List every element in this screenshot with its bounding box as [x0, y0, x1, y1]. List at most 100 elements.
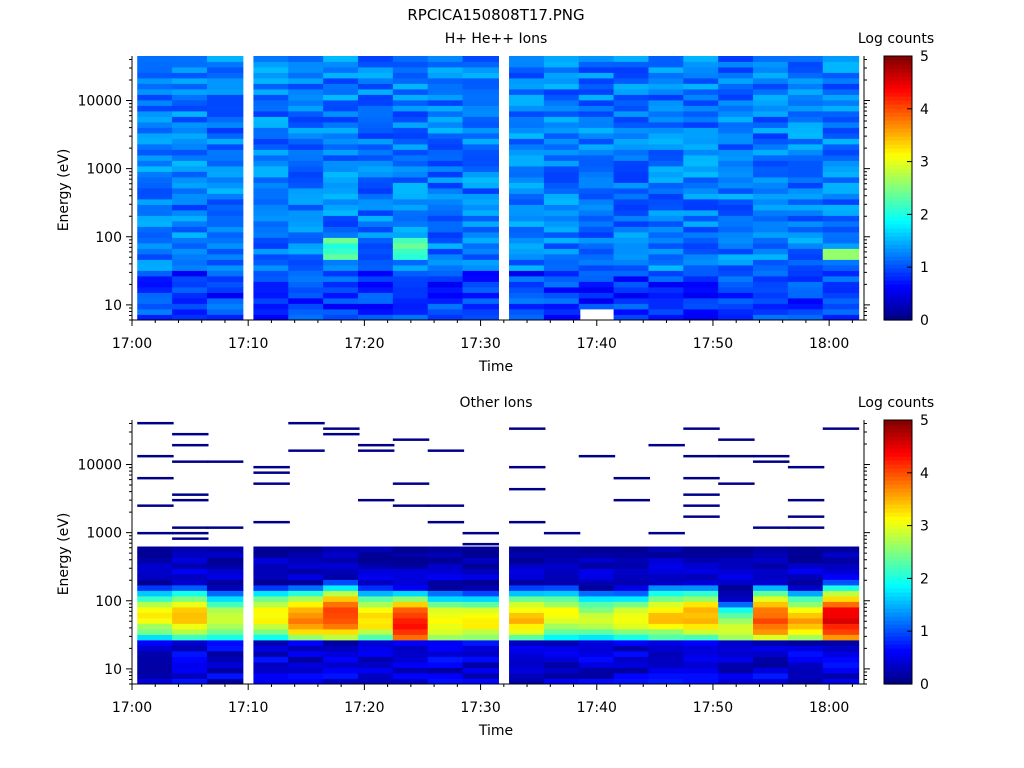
heatmap-cell [462, 138, 499, 145]
heatmap-cell [683, 193, 720, 200]
heatmap-cell [462, 105, 499, 112]
heatmap-cell [509, 94, 546, 101]
heatmap-cell [206, 67, 244, 73]
colorbar-segment [884, 308, 912, 313]
heatmap-cell [822, 623, 860, 630]
heatmap-cell [427, 579, 465, 586]
heatmap-cell [323, 281, 360, 288]
heatmap-cell [787, 662, 825, 668]
heatmap-cell [683, 171, 720, 178]
heatmap-cell [787, 204, 825, 211]
heatmap-cell [288, 662, 325, 668]
heatmap-cell [613, 94, 651, 101]
heatmap-cell [683, 454, 720, 458]
heatmap-cell [253, 585, 290, 591]
heatmap-cell [543, 314, 581, 321]
heatmap-cell [718, 232, 755, 238]
heatmap-cell [753, 454, 790, 458]
heatmap-cell [357, 276, 395, 282]
heatmap-cell [578, 607, 616, 613]
heatmap-cell [172, 67, 209, 73]
heatmap-cell [288, 243, 325, 249]
heatmap-cell [357, 662, 395, 668]
heatmap-cell [718, 673, 755, 679]
heatmap-cell [718, 601, 755, 608]
heatmap-cell [509, 427, 546, 430]
heatmap-cell [787, 314, 825, 321]
heatmap-cell [137, 100, 174, 106]
heatmap-cell [822, 61, 860, 68]
heatmap-cell [253, 645, 290, 652]
heatmap-cell [578, 199, 616, 205]
heatmap-cell [253, 67, 290, 73]
heatmap-cell [648, 56, 685, 62]
heatmap-cell [543, 171, 581, 178]
heatmap-cell [718, 133, 755, 139]
heatmap-cell [137, 623, 174, 630]
heatmap-cell [206, 232, 244, 238]
heatmap-cell [137, 177, 174, 183]
heatmap-cell [323, 67, 360, 73]
heatmap-cell [578, 596, 616, 602]
heatmap-cell [613, 596, 651, 602]
heatmap-cell [427, 111, 465, 117]
heatmap-cell [172, 526, 209, 529]
heatmap-cell [787, 221, 825, 227]
heatmap-cell [787, 254, 825, 260]
heatmap-cell [172, 656, 209, 663]
heatmap-cell [718, 89, 755, 95]
heatmap-cell [288, 673, 325, 679]
colorbar-segment [884, 212, 912, 217]
heatmap-cell [753, 83, 790, 90]
heatmap-cell [392, 133, 430, 139]
heatmap-cell [427, 662, 465, 668]
heatmap-cell [509, 138, 546, 145]
heatmap-cell [357, 579, 395, 586]
heatmap-cell [509, 166, 546, 172]
heatmap-cell [718, 94, 755, 101]
heatmap-cell [578, 232, 616, 238]
heatmap-cell [509, 72, 546, 79]
heatmap-cell [509, 298, 546, 304]
heatmap-cell [822, 612, 860, 619]
heatmap-cell [509, 607, 546, 613]
heatmap-cell [787, 188, 825, 194]
heatmap-cell [822, 667, 860, 674]
heatmap-cell [206, 276, 244, 282]
heatmap-cell [683, 515, 720, 518]
heatmap-cell [462, 612, 499, 619]
heatmap-cell [427, 449, 465, 452]
heatmap-cell [323, 237, 360, 244]
heatmap-cell [206, 182, 244, 189]
heatmap-cell [427, 221, 465, 227]
heatmap-cell [357, 127, 395, 134]
colorbar-segment [884, 60, 912, 65]
heatmap-cell [172, 226, 209, 233]
heatmap-cell [683, 210, 720, 216]
heatmap-cell [392, 574, 430, 580]
heatmap-cell [822, 210, 860, 216]
heatmap-cell [578, 574, 616, 580]
heatmap-cell [253, 656, 290, 663]
heatmap-cell [683, 105, 720, 112]
colorbar-segment [884, 568, 912, 573]
heatmap-cell [753, 656, 790, 663]
heatmap-cell [509, 590, 546, 597]
heatmap-cell [427, 618, 465, 624]
heatmap-cell [718, 623, 755, 630]
heatmap-cell [822, 226, 860, 233]
heatmap-cell [648, 254, 685, 260]
heatmap-cell [288, 89, 325, 95]
heatmap-cell [137, 314, 174, 321]
heatmap-cell [718, 612, 755, 619]
heatmap-cell [427, 596, 465, 602]
heatmap-cell [648, 259, 685, 266]
heatmap-cell [787, 465, 825, 469]
y-tick-label: 10000 [77, 458, 122, 474]
heatmap-cell [206, 629, 244, 635]
heatmap-cell [137, 166, 174, 172]
heatmap-cell [787, 601, 825, 608]
heatmap-cell [718, 210, 755, 216]
heatmap-cell [822, 100, 860, 106]
heatmap-cell [613, 287, 651, 293]
